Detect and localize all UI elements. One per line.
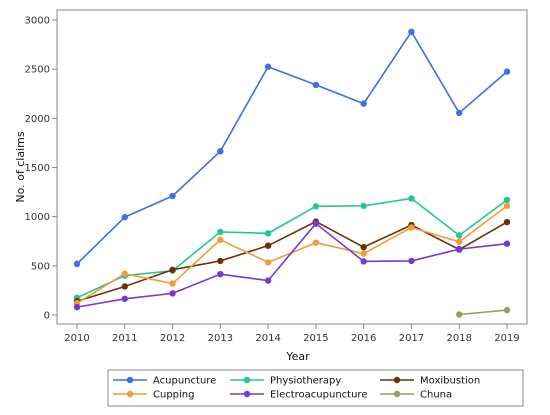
- legend-marker: [243, 390, 251, 398]
- series-line-chuna: [459, 309, 508, 316]
- legend-marker: [126, 376, 134, 384]
- series-line-moxibustion: [76, 220, 508, 302]
- x-tick-label: 2011: [112, 333, 137, 344]
- data-point-cupping: [217, 236, 224, 243]
- data-point-cupping: [360, 250, 367, 257]
- legend-label: Chuna: [420, 390, 452, 401]
- legend-label: Moxibustion: [420, 376, 480, 387]
- data-point-cupping: [408, 224, 415, 231]
- data-point-physiotherapy: [503, 196, 511, 204]
- x-tick-label: 2019: [494, 333, 519, 344]
- data-point-moxibustion: [503, 218, 511, 226]
- data-point-physiotherapy: [408, 195, 415, 202]
- legend-marker: [393, 376, 401, 384]
- data-point-electroacupuncture: [73, 303, 81, 311]
- legend: Acupuncture Physiotherapy Moxibustion Cuppi…: [113, 376, 480, 401]
- data-point-electroacupuncture: [408, 257, 415, 265]
- data-point-physiotherapy: [360, 202, 367, 210]
- y-tick-label: 1500: [25, 163, 50, 174]
- y-tick-label: 3000: [25, 16, 50, 27]
- data-point-moxibustion: [169, 266, 176, 273]
- data-point-cupping: [169, 280, 176, 287]
- data-point-cupping: [456, 238, 463, 245]
- y-axis-title: No. of claims: [14, 131, 27, 202]
- data-point-physiotherapy: [264, 230, 272, 237]
- legend-frame: [107, 369, 524, 407]
- data-point-physiotherapy: [312, 203, 320, 210]
- x-tick-label: 2017: [399, 333, 424, 344]
- data-point-electroacupuncture: [503, 240, 511, 247]
- y-axis: 0 500 1000 1500 2000 2500 3000: [25, 16, 57, 322]
- series-chuna: [456, 306, 511, 318]
- data-point-moxibustion: [217, 257, 224, 265]
- x-tick-label: 2016: [351, 333, 376, 344]
- x-tick-label: 2013: [208, 333, 233, 344]
- data-point-acupuncture: [360, 100, 367, 107]
- legend-label: Electroacupuncture: [270, 390, 367, 401]
- data-point-acupuncture: [169, 192, 176, 200]
- legend-item-moxibustion: Moxibustion: [380, 376, 480, 387]
- data-point-acupuncture: [217, 148, 224, 155]
- data-point-cupping: [121, 270, 128, 277]
- x-tick-label: 2014: [255, 333, 280, 344]
- x-axis: 2010 2011 2012 2013 2014 2015 2016 2017 2018 2019: [64, 324, 520, 344]
- legend-item-electroacupuncture: Electroacupuncture: [230, 390, 367, 401]
- x-axis-title: Year: [285, 350, 310, 363]
- legend-item-acupuncture: Acupuncture: [113, 376, 216, 387]
- x-tick-label: 2010: [64, 333, 89, 344]
- data-point-cupping: [312, 239, 320, 246]
- series-moxibustion: [73, 218, 511, 305]
- data-point-physiotherapy: [217, 228, 224, 236]
- y-tick-label: 2000: [25, 114, 50, 125]
- data-point-cupping: [503, 202, 511, 210]
- series-line-acupuncture: [76, 30, 508, 265]
- data-point-acupuncture: [312, 81, 320, 89]
- data-point-acupuncture: [121, 213, 128, 221]
- data-point-moxibustion: [264, 242, 272, 249]
- y-tick-label: 0: [44, 311, 50, 322]
- legend-marker: [126, 390, 134, 398]
- data-point-acupuncture: [73, 260, 81, 268]
- data-point-electroacupuncture: [217, 270, 224, 278]
- data-point-physiotherapy: [456, 232, 463, 239]
- series-line-physiotherapy: [76, 197, 508, 299]
- y-tick-label: 1000: [25, 212, 50, 223]
- data-point-electroacupuncture: [169, 290, 176, 297]
- data-point-electroacupuncture: [121, 295, 128, 302]
- data-point-acupuncture: [264, 63, 272, 70]
- x-tick-label: 2012: [160, 333, 185, 344]
- data-point-chuna: [456, 311, 463, 318]
- data-point-moxibustion: [121, 283, 128, 290]
- series-acupuncture: [73, 28, 511, 268]
- legend-item-chuna: Chuna: [380, 390, 452, 401]
- legend-item-cupping: Cupping: [113, 390, 194, 401]
- data-point-chuna: [503, 306, 511, 314]
- series-line-electroacupuncture: [76, 222, 508, 308]
- series-cupping: [73, 202, 511, 307]
- legend-marker: [393, 390, 401, 398]
- data-point-cupping: [264, 259, 272, 266]
- legend-label: Physiotherapy: [270, 376, 341, 387]
- data-point-acupuncture: [503, 68, 511, 75]
- data-point-electroacupuncture: [312, 220, 320, 227]
- data-point-electroacupuncture: [360, 258, 367, 265]
- legend-label: Cupping: [153, 390, 194, 401]
- data-point-moxibustion: [360, 243, 367, 251]
- legend-label: Acupuncture: [153, 376, 216, 387]
- series-electroacupuncture: [73, 220, 511, 311]
- data-point-electroacupuncture: [264, 277, 272, 284]
- data-point-electroacupuncture: [456, 245, 463, 253]
- series-layer: [73, 28, 511, 318]
- x-tick-label: 2015: [303, 333, 328, 344]
- data-point-acupuncture: [456, 109, 463, 117]
- data-point-acupuncture: [408, 28, 415, 35]
- legend-item-physiotherapy: Physiotherapy: [230, 376, 341, 387]
- x-tick-label: 2018: [446, 333, 471, 344]
- y-tick-label: 2500: [25, 65, 50, 76]
- y-tick-label: 500: [31, 261, 50, 272]
- legend-marker: [243, 376, 251, 384]
